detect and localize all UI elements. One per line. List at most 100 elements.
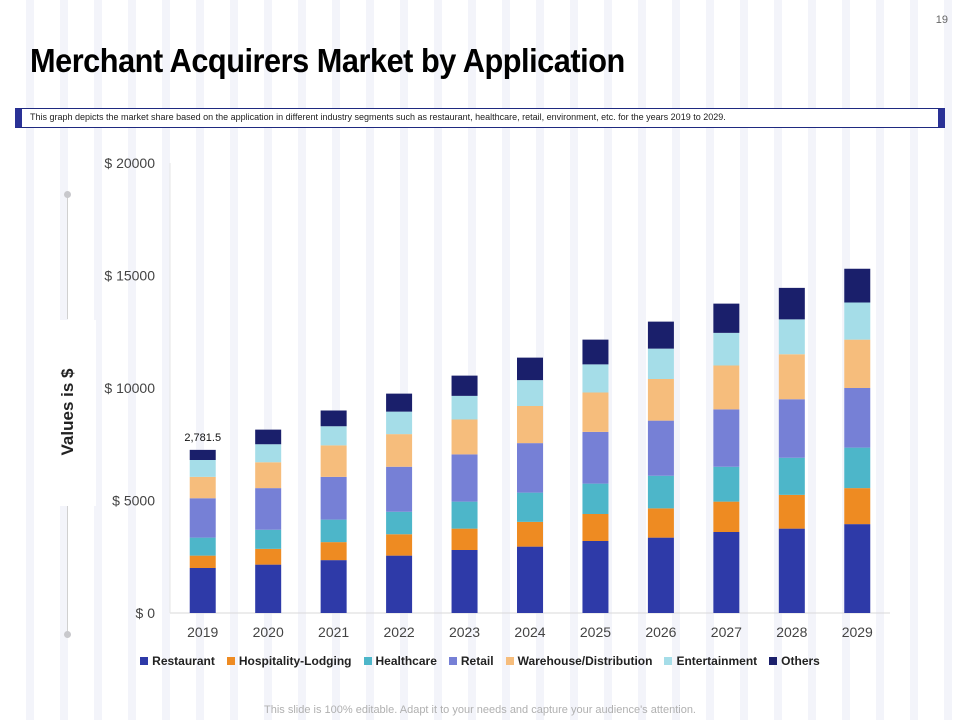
y-axis-label-bg bbox=[40, 320, 96, 506]
legend-item: Retail bbox=[448, 654, 494, 668]
legend-label: Warehouse/Distribution bbox=[517, 654, 653, 668]
bar-segment bbox=[582, 364, 609, 393]
legend-swatch bbox=[226, 657, 235, 665]
bar-segment bbox=[844, 524, 871, 613]
bar-segment bbox=[647, 537, 674, 613]
bar-segment bbox=[255, 548, 282, 565]
bar-segment bbox=[386, 466, 413, 512]
bar-segment bbox=[255, 429, 282, 445]
legend-label: Hospitality-Lodging bbox=[238, 654, 352, 668]
bar-segment bbox=[255, 529, 282, 549]
y-axis-label-dot-bottom bbox=[64, 631, 71, 638]
bar-segment bbox=[713, 409, 740, 467]
bar-segment bbox=[778, 399, 805, 458]
legend-label: Entertainment bbox=[676, 654, 758, 668]
bar-segment bbox=[647, 379, 674, 421]
description-box: This graph depicts the market share base… bbox=[15, 108, 945, 128]
bar-segment bbox=[451, 528, 478, 550]
bar-segment bbox=[189, 498, 216, 538]
bar-segment bbox=[451, 454, 478, 502]
bar-segment bbox=[647, 348, 674, 379]
bar-segment bbox=[320, 519, 347, 543]
x-tick-label: 2027 bbox=[711, 624, 742, 640]
bar-segment bbox=[255, 444, 282, 463]
x-tick-label: 2029 bbox=[842, 624, 873, 640]
y-tick-label: $ 10000 bbox=[104, 380, 155, 396]
bar-segment bbox=[582, 431, 609, 484]
bar-segment bbox=[517, 443, 543, 493]
footer-note: This slide is 100% editable. Adapt it to… bbox=[264, 704, 696, 716]
bar-segment bbox=[255, 462, 282, 489]
legend-label: Healthcare bbox=[375, 654, 437, 668]
bar-segment bbox=[451, 419, 478, 455]
y-axis-label-line-top bbox=[67, 194, 68, 319]
bar-segment bbox=[189, 460, 216, 477]
bar-segment bbox=[844, 268, 871, 303]
bar-segment bbox=[778, 528, 805, 613]
bar-segment bbox=[778, 457, 805, 495]
legend-label: Retail bbox=[460, 654, 494, 668]
x-tick-label: 2019 bbox=[187, 624, 218, 640]
bar-segment bbox=[189, 449, 216, 460]
page-title: Merchant Acquirers Market by Application bbox=[30, 42, 625, 79]
bar-segment bbox=[189, 476, 216, 499]
bar-segment bbox=[189, 568, 216, 613]
bar-segment bbox=[451, 550, 478, 613]
bar-segment bbox=[255, 564, 282, 613]
bar-segment bbox=[778, 354, 805, 400]
legend-item: Healthcare bbox=[363, 654, 437, 668]
x-tick-label: 2024 bbox=[514, 624, 545, 640]
bar-segment bbox=[386, 534, 413, 556]
y-tick-label: $ 0 bbox=[136, 605, 156, 621]
bar-segment bbox=[386, 393, 413, 412]
bar-segment bbox=[844, 388, 871, 448]
bar-segment bbox=[451, 375, 478, 396]
description-text: This graph depicts the market share base… bbox=[30, 112, 726, 122]
legend-item: Others bbox=[769, 654, 820, 668]
bar-segment bbox=[647, 508, 674, 538]
legend-swatch bbox=[505, 657, 514, 665]
bar-segment bbox=[713, 332, 740, 366]
legend-swatch bbox=[448, 657, 457, 665]
x-tick-label: 2023 bbox=[449, 624, 480, 640]
bar-segment bbox=[844, 488, 871, 525]
bar-segment bbox=[844, 447, 871, 489]
bar-segment bbox=[517, 406, 543, 444]
x-tick-label: 2028 bbox=[776, 624, 807, 640]
bar-segment bbox=[451, 501, 478, 529]
y-tick-label: $ 20000 bbox=[104, 155, 155, 171]
bar-segment bbox=[189, 537, 216, 556]
bar-segment bbox=[778, 319, 805, 355]
bar-segment bbox=[386, 555, 413, 613]
legend-label: Restaurant bbox=[152, 654, 215, 668]
bar-segment bbox=[386, 434, 413, 467]
bar-segment bbox=[778, 494, 805, 529]
bar-segment bbox=[320, 410, 347, 427]
bar-segment bbox=[517, 380, 543, 406]
bar-segment bbox=[320, 560, 347, 613]
bar-segment bbox=[582, 514, 609, 541]
legend-item: Warehouse/Distribution bbox=[505, 654, 653, 668]
bar-segment bbox=[451, 395, 478, 420]
chart-legend: Restaurant Hospitality-Lodging Healthcare R… bbox=[0, 654, 960, 668]
bar-segment bbox=[517, 492, 543, 522]
legend-swatch bbox=[664, 657, 673, 665]
legend-swatch bbox=[363, 657, 372, 665]
legend-item: Restaurant bbox=[140, 654, 215, 668]
x-tick-label: 2025 bbox=[580, 624, 611, 640]
data-label: 2,781.5 bbox=[184, 432, 221, 444]
x-tick-label: 2022 bbox=[384, 624, 415, 640]
bar-segment bbox=[189, 555, 216, 568]
x-tick-label: 2026 bbox=[645, 624, 676, 640]
bar-segment bbox=[320, 426, 347, 446]
y-axis-label-line-bottom bbox=[67, 506, 68, 634]
bar-segment bbox=[713, 365, 740, 410]
bar-segment bbox=[713, 303, 740, 333]
bar-segment bbox=[647, 420, 674, 476]
bar-segment bbox=[844, 339, 871, 388]
legend-item: Hospitality-Lodging bbox=[226, 654, 352, 668]
y-axis-label-group: Values is $ bbox=[40, 180, 96, 650]
bar-segment bbox=[386, 511, 413, 535]
bar-segment bbox=[582, 392, 609, 432]
